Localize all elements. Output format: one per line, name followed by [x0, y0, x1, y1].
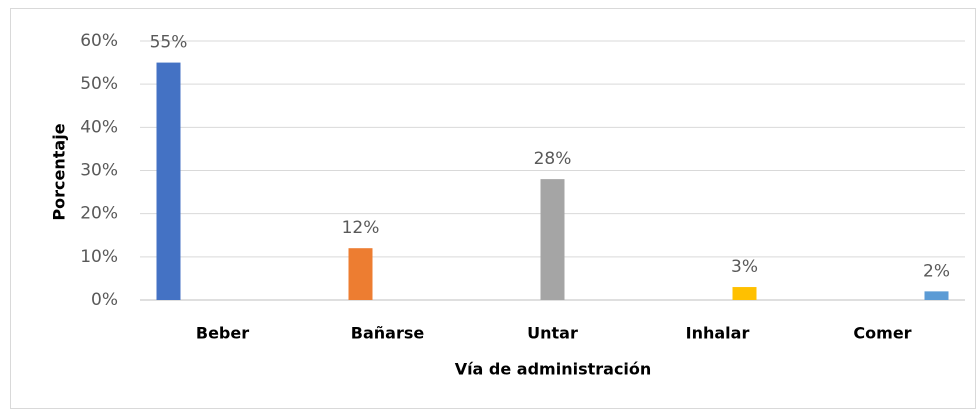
bar	[348, 248, 373, 300]
y-tick-label: 60%	[80, 31, 118, 51]
data-label: 55%	[150, 33, 188, 53]
x-tick-label: Inhalar	[686, 324, 750, 343]
data-label: 28%	[534, 149, 572, 169]
bar	[156, 62, 181, 301]
y-axis-title: Porcentaje	[50, 123, 69, 220]
chart-border	[10, 8, 976, 409]
x-tick-label: Untar	[527, 324, 578, 343]
y-tick-label: 50%	[80, 74, 118, 94]
y-tick-label: 10%	[80, 247, 118, 267]
y-tick-label: 40%	[80, 117, 118, 137]
data-label: 3%	[731, 257, 758, 277]
bar	[732, 287, 757, 300]
x-tick-label: Beber	[196, 324, 249, 343]
y-tick-label: 30%	[80, 161, 118, 181]
x-axis-title: Vía de administración	[455, 360, 652, 379]
y-tick-label: 20%	[80, 204, 118, 224]
bar	[924, 291, 949, 300]
bar	[540, 179, 565, 300]
data-label: 12%	[342, 218, 380, 238]
y-tick-label: 0%	[91, 290, 118, 310]
data-label: 2%	[923, 261, 950, 281]
x-tick-label: Bañarse	[351, 324, 425, 343]
x-tick-label: Comer	[853, 324, 911, 343]
